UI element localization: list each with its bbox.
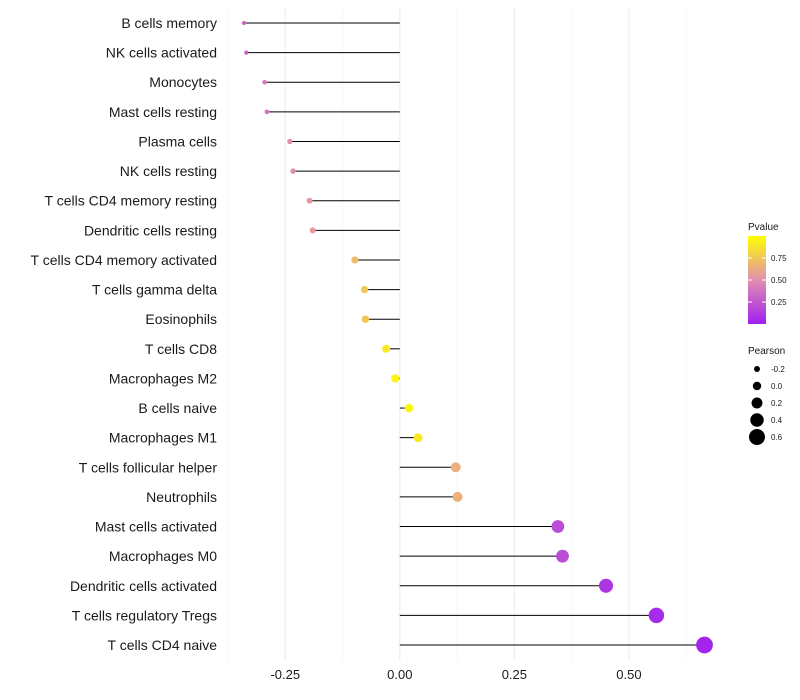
lollipop-dot xyxy=(391,374,400,383)
lollipop-dot xyxy=(551,520,565,533)
lollipop-dot xyxy=(264,109,270,115)
size-legend-dot xyxy=(750,413,764,427)
category-label: T cells CD4 memory resting xyxy=(45,193,217,209)
category-label: Dendritic cells resting xyxy=(84,222,217,238)
size-legend-dot xyxy=(749,429,765,445)
x-tick-label: 0.00 xyxy=(387,667,412,682)
category-label: T cells follicular helper xyxy=(79,459,218,475)
lollipop-dots xyxy=(241,20,713,654)
category-label: Mast cells activated xyxy=(95,519,217,535)
x-tick-label: -0.25 xyxy=(270,667,300,682)
lollipop-dot xyxy=(404,403,414,413)
lollipop-dot xyxy=(382,344,391,353)
category-label: Macrophages M2 xyxy=(109,370,217,386)
category-label: B cells memory xyxy=(121,15,217,31)
x-axis-ticks: -0.25 0.00 0.25 0.50 xyxy=(270,667,641,682)
category-label: T cells regulatory Tregs xyxy=(72,607,217,623)
size-legend-label: 0.6 xyxy=(771,433,783,442)
pvalue-colorbar xyxy=(748,236,766,324)
category-label: T cells gamma delta xyxy=(92,282,217,298)
size-legend-dot xyxy=(752,381,762,391)
category-label: Macrophages M1 xyxy=(109,430,217,446)
size-legend-label: 0.2 xyxy=(771,399,783,408)
pvalue-legend-title: Pvalue xyxy=(748,222,779,233)
lollipop-stems xyxy=(244,22,705,646)
colorbar-tick-label: 0.75 xyxy=(771,254,787,263)
lollipop-dot xyxy=(309,227,316,234)
colorbar-tick-label: 0.50 xyxy=(771,276,787,285)
category-label: B cells naive xyxy=(138,400,217,416)
category-labels: B cells memory NK cells activated Monocyte… xyxy=(31,15,218,653)
lollipop-dot xyxy=(413,433,423,443)
lollipop-dot xyxy=(351,256,359,264)
lollipop-dot xyxy=(556,549,569,563)
category-label: Mast cells resting xyxy=(109,104,217,120)
category-label: Neutrophils xyxy=(146,489,217,505)
category-label: T cells CD4 naive xyxy=(108,637,218,653)
lollipop-dot xyxy=(598,578,614,593)
lollipop-dot xyxy=(452,491,463,502)
category-label: NK cells resting xyxy=(120,163,217,179)
category-label: Plasma cells xyxy=(138,133,217,149)
pvalue-legend: Pvalue 0.75 0.50 0.25 xyxy=(748,222,787,324)
pearson-legend-title: Pearson xyxy=(748,346,785,357)
size-legend-dot xyxy=(751,397,763,409)
x-tick-label: 0.50 xyxy=(616,667,641,682)
lollipop-dot xyxy=(287,138,293,145)
category-label: Eosinophils xyxy=(145,311,217,327)
category-label: Macrophages M0 xyxy=(109,548,217,564)
size-legend-dot xyxy=(754,366,760,372)
category-label: T cells CD4 memory activated xyxy=(31,252,217,268)
category-label: NK cells activated xyxy=(106,45,217,61)
lollipop-dot xyxy=(696,636,713,654)
lollipop-dot xyxy=(306,197,313,204)
lollipop-dot xyxy=(290,168,296,174)
x-tick-label: 0.25 xyxy=(502,667,527,682)
lollipop-dot xyxy=(360,285,369,294)
lollipop-dot xyxy=(450,462,461,473)
category-label: Dendritic cells activated xyxy=(70,578,217,594)
size-legend-label: 0.4 xyxy=(771,416,783,425)
category-label: T cells CD8 xyxy=(145,341,217,357)
lollipop-dot xyxy=(241,20,247,26)
grid-lines xyxy=(227,8,687,660)
lollipop-dot xyxy=(262,79,268,85)
lollipop-dot xyxy=(648,607,665,624)
lollipop-dot xyxy=(244,50,249,55)
size-legend-label: 0.0 xyxy=(771,382,783,391)
lollipop-dot xyxy=(361,315,370,323)
size-legend-label: -0.2 xyxy=(771,365,785,374)
pearson-legend: Pearson -0.2 0.0 0.2 0.4 0.6 xyxy=(748,346,785,445)
category-label: Monocytes xyxy=(149,74,217,90)
colorbar-tick-label: 0.25 xyxy=(771,298,787,307)
